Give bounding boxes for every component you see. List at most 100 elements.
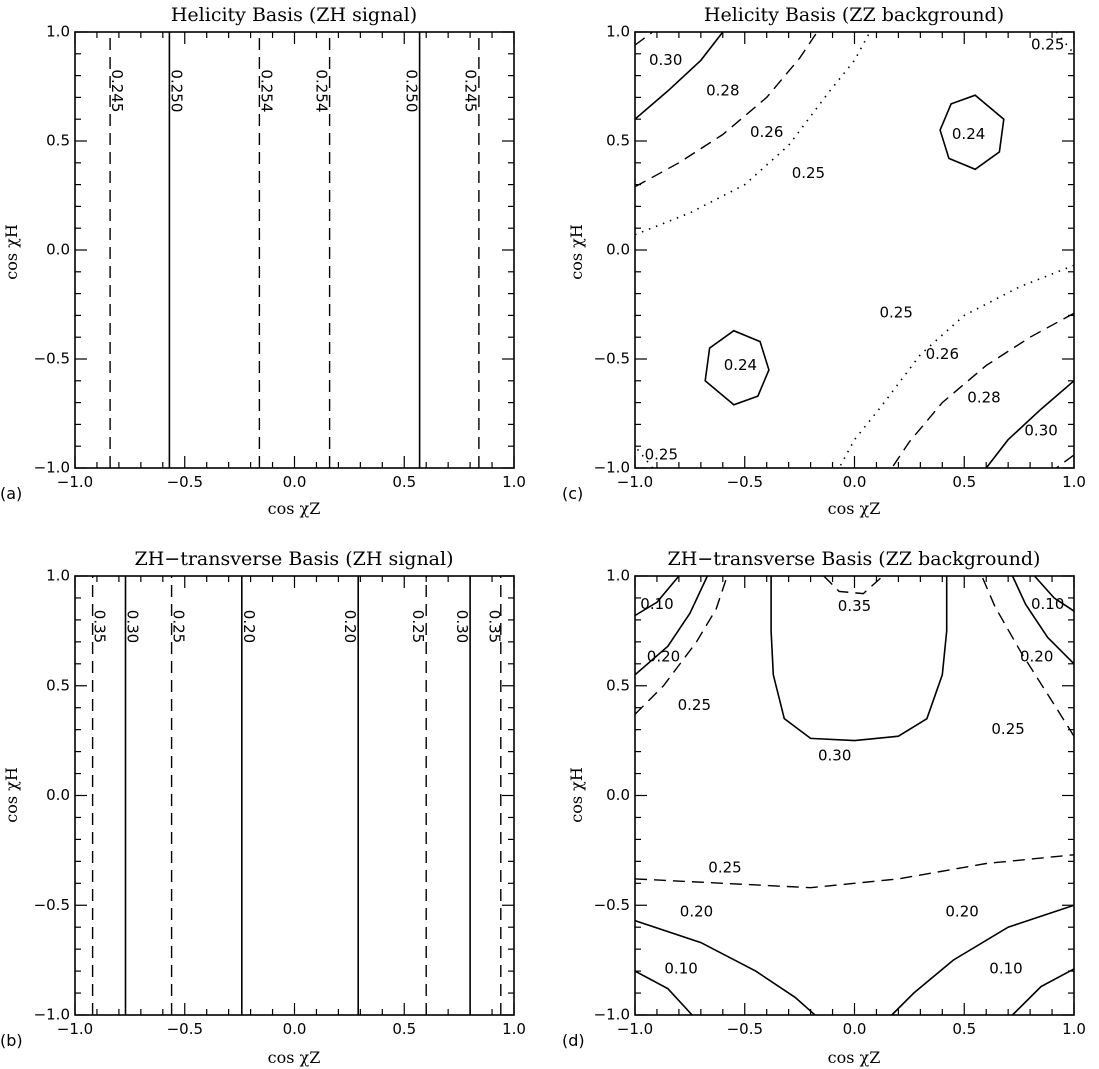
- x-tick-label: 1.0: [1062, 1020, 1086, 1038]
- x-tick-label: −1.0: [617, 1020, 653, 1038]
- contour-label: 0.25: [879, 304, 912, 322]
- plot-frame: [634, 575, 1075, 1016]
- x-tick-label: 1.0: [502, 473, 526, 491]
- y-tick-label: −1.0: [594, 459, 630, 477]
- contour-label: 0.254: [258, 69, 276, 112]
- contour-label: 0.20: [341, 610, 359, 643]
- contour-label: 0.25: [170, 610, 188, 643]
- x-tick-label: −0.5: [727, 473, 763, 491]
- x-tick-label: −1.0: [617, 473, 653, 491]
- contour-line-0_26-8: [891, 312, 1075, 469]
- x-tick-label: −0.5: [167, 473, 203, 491]
- contour-label: 0.28: [967, 389, 1000, 407]
- y-axis-label: cos χH: [567, 767, 586, 823]
- panel-a: Helicity Basis (ZH signal) (a) cos χZ co…: [0, 4, 526, 518]
- contour-line-0_30-6: [1055, 454, 1075, 469]
- y-tick-label: −0.5: [34, 896, 70, 914]
- contour-label: 0.250: [168, 69, 186, 112]
- panel-title: Helicity Basis (ZZ background): [704, 4, 1004, 26]
- panel-title: ZH−transverse Basis (ZZ background): [668, 548, 1041, 570]
- contour-line-0_10-11: [634, 970, 693, 1016]
- y-tick-label: −0.5: [34, 350, 70, 368]
- panel-label: (b): [0, 1031, 23, 1050]
- contour-label: 0.24: [724, 356, 757, 374]
- panel-label: (d): [562, 1031, 585, 1050]
- contour-line-0_25-5: [981, 575, 1075, 737]
- contour-label: 0.30: [649, 51, 682, 69]
- x-tick-label: 1.0: [1062, 473, 1086, 491]
- contour-line-0_30-0: [634, 31, 654, 46]
- y-tick-label: 0.0: [46, 241, 70, 259]
- contour-label: 0.10: [640, 595, 673, 613]
- contour-label: 0.245: [108, 69, 126, 112]
- x-axis-label: cos χZ: [828, 499, 881, 518]
- x-tick-label: 0.0: [283, 473, 307, 491]
- contour-line-0_30-6: [770, 576, 948, 742]
- y-axis-label: cos χH: [2, 224, 21, 280]
- contour-line-0_20-1: [634, 575, 709, 676]
- panel-b: ZH−transverse Basis (ZH signal) (b) cos …: [0, 548, 526, 1067]
- contour-line-0_20-4: [1011, 575, 1075, 665]
- x-tick-label: −1.0: [57, 473, 93, 491]
- x-tick-label: −1.0: [57, 1020, 93, 1038]
- contour-line-0_10-12: [1011, 968, 1075, 1016]
- contour-line-0_20-10: [891, 904, 1075, 1016]
- panel-title: ZH−transverse Basis (ZH signal): [135, 548, 454, 570]
- y-tick-label: 1.0: [606, 567, 630, 585]
- panel-label: (a): [0, 484, 22, 503]
- x-tick-label: −0.5: [167, 1020, 203, 1038]
- contour-label: 0.20: [945, 902, 978, 920]
- x-tick-label: 0.5: [952, 473, 976, 491]
- x-tick-label: 1.0: [502, 1020, 526, 1038]
- x-tick-label: 0.5: [392, 473, 416, 491]
- x-tick-label: −0.5: [727, 1020, 763, 1038]
- y-tick-label: −0.5: [594, 350, 630, 368]
- contour-label: 0.35: [838, 597, 871, 615]
- contour-label: 0.25: [409, 610, 427, 643]
- y-axis-label: cos χH: [2, 767, 21, 823]
- contour-line-0_26-2: [634, 31, 818, 188]
- contour-label: 0.35: [91, 610, 109, 643]
- y-tick-label: 0.5: [46, 132, 70, 150]
- y-tick-label: −1.0: [34, 1006, 70, 1024]
- x-axis-label: cos χZ: [268, 1048, 321, 1067]
- y-tick-label: −0.5: [594, 896, 630, 914]
- contour-label: 0.20: [240, 610, 258, 643]
- x-tick-label: 0.0: [843, 473, 867, 491]
- contour-line-0_20-9: [634, 919, 816, 1016]
- y-tick-label: 1.0: [46, 567, 70, 585]
- contour-label: 0.30: [818, 747, 851, 765]
- contour-label: 0.10: [1031, 595, 1064, 613]
- contour-label: 0.25: [991, 720, 1024, 738]
- contour-label: 0.20: [647, 648, 680, 666]
- contour-line-0_25-4: [1055, 31, 1075, 55]
- contour-label: 0.30: [1024, 421, 1057, 439]
- panel-c: Helicity Basis (ZZ background) (c) cos χ…: [562, 4, 1086, 518]
- contour-line-0_35-7: [823, 575, 884, 595]
- contour-label: 0.26: [926, 345, 959, 363]
- contour-line-0_24-11: [704, 329, 770, 406]
- y-tick-label: −1.0: [594, 1006, 630, 1024]
- contour-label: 0.25: [645, 445, 678, 463]
- contour-label: 0.250: [402, 69, 420, 112]
- x-axis-label: cos χZ: [828, 1048, 881, 1067]
- contour-line-0_10-3: [1033, 575, 1075, 612]
- plot-frame: [634, 31, 1075, 469]
- contour-label: 0.25: [1031, 36, 1064, 54]
- contour-label: 0.20: [1020, 648, 1053, 666]
- contour-label: 0.10: [664, 959, 697, 977]
- x-tick-label: 0.0: [843, 1020, 867, 1038]
- contour-label: 0.28: [706, 81, 739, 99]
- contour-line-0_25-2: [634, 575, 728, 715]
- contour-label: 0.254: [312, 69, 330, 112]
- contour-label: 0.10: [989, 959, 1022, 977]
- contour-label: 0.20: [680, 902, 713, 920]
- y-tick-label: 0.0: [46, 786, 70, 804]
- contour-label: 0.25: [708, 858, 741, 876]
- y-tick-label: −1.0: [34, 459, 70, 477]
- contour-label: 0.245: [462, 69, 480, 112]
- x-axis-label: cos χZ: [268, 499, 321, 518]
- contour-label: 0.30: [453, 610, 471, 643]
- contour-line-0_10-0: [634, 575, 680, 617]
